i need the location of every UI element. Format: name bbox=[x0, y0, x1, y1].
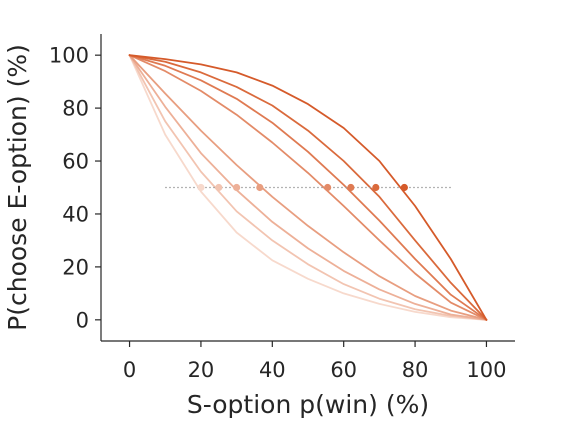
y-tick-label: 60 bbox=[62, 150, 89, 174]
y-tick-label: 40 bbox=[62, 202, 89, 226]
x-tick-label: 80 bbox=[402, 358, 429, 382]
indifference-point bbox=[197, 183, 205, 192]
x-axis-ticks: 0 20 40 60 80 100 bbox=[123, 341, 506, 382]
indifference-point bbox=[256, 183, 264, 192]
y-axis-title: P(choose E-option) (%) bbox=[3, 44, 32, 331]
y-tick-label: 100 bbox=[49, 44, 89, 68]
series-line bbox=[128, 54, 488, 321]
x-tick-label: 20 bbox=[188, 358, 215, 382]
indifference-point bbox=[400, 183, 408, 192]
y-axis-ticks: 0 20 40 60 80 100 bbox=[49, 44, 101, 332]
series-line bbox=[128, 54, 488, 321]
y-tick-label: 80 bbox=[62, 97, 89, 121]
plot-area bbox=[128, 54, 488, 321]
series-line bbox=[128, 54, 488, 321]
x-tick-label: 100 bbox=[466, 358, 506, 382]
series-line bbox=[128, 54, 488, 321]
indifference-point bbox=[215, 183, 223, 192]
indifference-point bbox=[324, 183, 332, 192]
series-line bbox=[128, 54, 488, 321]
series-line bbox=[128, 54, 488, 321]
y-tick-label: 20 bbox=[62, 255, 89, 279]
x-tick-label: 60 bbox=[330, 358, 357, 382]
series-line bbox=[128, 54, 488, 321]
indifference-point bbox=[233, 183, 241, 192]
x-axis-title: S-option p(win) (%) bbox=[187, 390, 429, 419]
series-line bbox=[128, 54, 488, 321]
x-tick-label: 0 bbox=[123, 358, 136, 382]
indifference-point bbox=[372, 183, 380, 192]
y-tick-label: 0 bbox=[76, 308, 89, 332]
x-tick-label: 40 bbox=[259, 358, 286, 382]
indifference-point bbox=[347, 183, 355, 192]
